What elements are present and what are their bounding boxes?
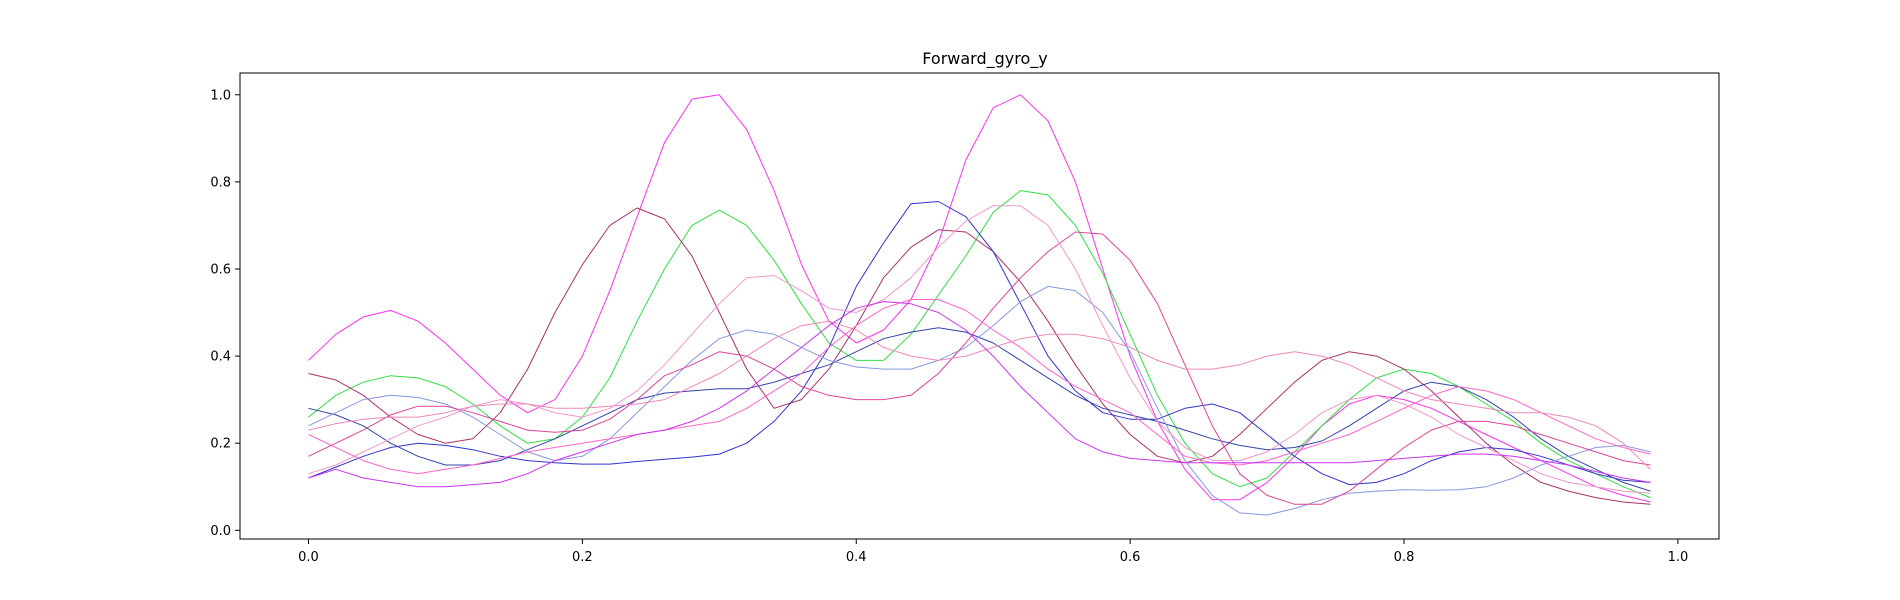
x-tick-label: 0.4 (846, 550, 867, 565)
series-line-2 (308, 190, 1651, 499)
series-line-1 (308, 94, 1651, 503)
y-tick-label: 0.0 (210, 524, 231, 539)
series-layer (308, 94, 1651, 516)
x-tick-label: 0.6 (1120, 550, 1141, 565)
series-line-5 (308, 327, 1651, 492)
series-line-10 (308, 320, 1651, 470)
chart-title: Forward_gyro_y (922, 49, 1047, 69)
y-tick-label: 0.6 (210, 262, 231, 277)
plot-frame (239, 72, 1720, 540)
x-tick-label: 0.2 (572, 550, 593, 565)
x-tick-label: 1.0 (1668, 550, 1689, 565)
series-line-4 (308, 201, 1651, 486)
y-tick-label: 0.2 (210, 437, 231, 452)
series-line-11 (308, 301, 1651, 488)
series-line-3 (308, 207, 1651, 505)
series-line-8 (308, 205, 1651, 494)
x-axis: 0.0 0.2 0.4 0.6 0.8 1.0 (298, 539, 1688, 565)
y-tick-label: 0.4 (210, 350, 231, 365)
series-line-6 (308, 285, 1651, 516)
y-axis: 0.0 0.2 0.4 0.6 0.8 1.0 (210, 88, 240, 539)
x-tick-label: 0.0 (298, 550, 319, 565)
series-line-9 (308, 299, 1651, 475)
series-line-7 (308, 231, 1651, 505)
y-tick-label: 1.0 (210, 88, 231, 103)
x-tick-label: 0.8 (1394, 550, 1415, 565)
y-tick-label: 0.8 (210, 175, 231, 190)
